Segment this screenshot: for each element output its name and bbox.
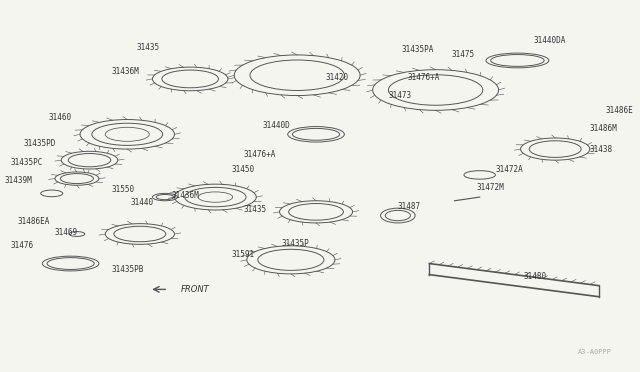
Text: 31472M: 31472M: [477, 183, 504, 192]
Text: 31439M: 31439M: [4, 176, 32, 185]
Text: 31550: 31550: [111, 185, 134, 194]
Text: 31420: 31420: [326, 73, 349, 81]
Text: FRONT: FRONT: [180, 285, 209, 294]
Text: 31591: 31591: [231, 250, 254, 259]
Text: 31435PD: 31435PD: [24, 139, 56, 148]
Text: 31435P: 31435P: [282, 239, 309, 248]
Text: 31475: 31475: [451, 51, 474, 60]
Text: 31435: 31435: [244, 205, 267, 215]
Text: 31435PC: 31435PC: [11, 157, 44, 167]
Text: 31436M: 31436M: [111, 67, 140, 76]
Text: 31440DA: 31440DA: [533, 36, 566, 45]
Text: 31486E: 31486E: [605, 106, 633, 115]
Text: 31473: 31473: [388, 91, 412, 100]
Text: A3-A0PPP: A3-A0PPP: [578, 349, 612, 355]
Text: 31476: 31476: [11, 241, 34, 250]
Text: 31435PA: 31435PA: [401, 45, 433, 54]
Text: 31472A: 31472A: [495, 165, 523, 174]
Text: 31450: 31450: [231, 165, 254, 174]
Text: 31486EA: 31486EA: [17, 217, 49, 225]
Text: 31436M: 31436M: [172, 191, 199, 200]
Text: 31469: 31469: [55, 228, 78, 237]
Text: 31480: 31480: [524, 272, 547, 281]
Text: 31435: 31435: [137, 43, 160, 52]
Text: 31487: 31487: [398, 202, 421, 211]
Text: 31440: 31440: [131, 198, 154, 207]
Text: 31438: 31438: [590, 145, 613, 154]
Text: 31486M: 31486M: [590, 124, 618, 133]
Text: 31476+A: 31476+A: [244, 150, 276, 159]
Text: 31440D: 31440D: [262, 121, 291, 129]
Text: 31435PB: 31435PB: [111, 264, 144, 273]
Text: 31460: 31460: [49, 113, 72, 122]
Text: 31476+A: 31476+A: [407, 73, 440, 81]
